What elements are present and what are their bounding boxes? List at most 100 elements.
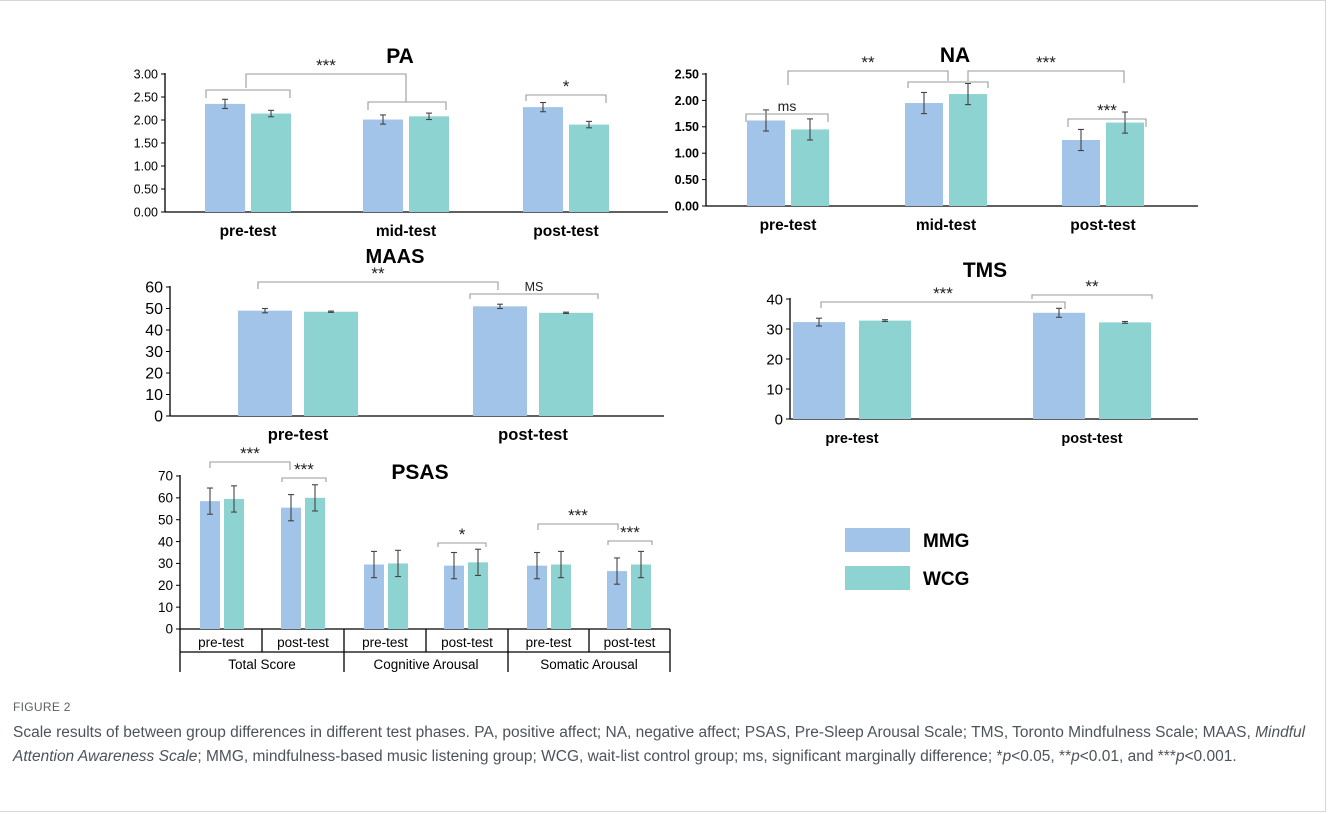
x-category-label: mid-test	[916, 217, 976, 234]
bar-wcg	[468, 562, 488, 629]
figure-caption: Scale results of between group differenc…	[13, 721, 1313, 769]
legend-label: MMG	[923, 531, 969, 552]
significance-bracket	[525, 94, 607, 103]
y-tick-label: 50	[145, 301, 163, 318]
bar-wcg	[949, 94, 987, 206]
significance-label: *	[459, 525, 466, 544]
x-category-label: pre-test	[362, 635, 408, 650]
bar-mmg	[793, 322, 845, 419]
significance-bracket	[205, 89, 291, 98]
significance-bracket	[967, 70, 1125, 83]
bar-mmg	[905, 103, 943, 206]
caption-sig: *	[996, 748, 1003, 765]
y-tick-label: 1.50	[675, 120, 699, 134]
x-category-label: post-test	[498, 426, 568, 444]
bar-wcg	[569, 124, 609, 212]
significance-bracket	[209, 461, 291, 470]
x-category-label: post-test	[441, 635, 493, 650]
x-category-label: pre-test	[760, 217, 817, 234]
bar-wcg	[304, 311, 358, 416]
y-tick-label: 60	[145, 280, 163, 297]
significance-label: ***	[294, 460, 314, 479]
bar-wcg	[1099, 322, 1151, 419]
significance-bracket	[245, 73, 407, 102]
y-tick-label: 60	[158, 491, 173, 506]
significance-bracket	[1067, 118, 1147, 127]
significance-label: ***	[1036, 53, 1056, 72]
bar-mmg	[444, 565, 464, 629]
y-tick-label: 40	[158, 534, 173, 549]
y-tick-label: 0.50	[675, 173, 699, 187]
chart-maas: MAAS 0 10 20 30 40 50 60 pre-test post-test ** MS	[145, 246, 664, 444]
bar-wcg	[1106, 122, 1144, 206]
caption-text-1: Scale results of between group differenc…	[13, 724, 1256, 741]
significance-bracket	[820, 301, 1066, 309]
y-tick-label: 2.00	[134, 113, 158, 127]
caption-sig: <0.001.	[1184, 748, 1237, 765]
y-tick-label: 40	[766, 291, 783, 308]
significance-label: **	[861, 53, 875, 72]
x-category-label: mid-test	[376, 223, 436, 240]
significance-label: ***	[933, 284, 953, 303]
x-group-label: Somatic Arousal	[540, 657, 638, 672]
y-tick-label: 0.00	[134, 205, 158, 219]
chart-title: TMS	[963, 259, 1007, 282]
y-tick-label: 50	[158, 512, 173, 527]
y-tick-label: 1.50	[134, 136, 158, 150]
y-tick-label: 0	[775, 411, 783, 428]
y-tick-label: 2.50	[675, 67, 699, 81]
bar-wcg	[224, 498, 244, 629]
bar-mmg	[200, 501, 220, 629]
significance-label: **	[371, 264, 385, 283]
bar-mmg	[523, 107, 563, 212]
significance-bracket	[437, 542, 487, 547]
x-category-label: post-test	[1061, 431, 1122, 447]
significance-bracket	[787, 70, 949, 85]
significance-bracket	[907, 81, 989, 88]
bar-mmg	[281, 507, 301, 629]
bar-mmg	[747, 120, 785, 206]
y-tick-label: 40	[145, 323, 163, 340]
chart-na: NA 0.00 0.50 1.00 1.50 2.00 2.50 pre-test mid-te…	[675, 44, 1198, 234]
x-category-label: pre-test	[526, 635, 572, 650]
y-tick-label: 0.50	[134, 182, 158, 196]
bar-wcg	[251, 113, 291, 212]
bar-mmg	[238, 310, 292, 416]
x-category-label: post-test	[604, 635, 656, 650]
bar-wcg	[859, 320, 911, 419]
significance-label: ***	[316, 56, 336, 75]
y-tick-label: 30	[145, 344, 163, 361]
bar-wcg	[791, 129, 829, 206]
legend-label: WCG	[923, 569, 969, 590]
x-category-label: post-test	[1070, 217, 1135, 234]
y-tick-label: 20	[145, 366, 163, 383]
x-category-label: post-test	[533, 223, 598, 240]
bar-mmg	[527, 565, 547, 629]
chart-pa: PA 0.00 0.50 1.00 1.50 2.00 2.50 3.00 pre-test mi…	[134, 45, 668, 240]
legend-swatch-wcg	[845, 566, 910, 590]
figure-2-charts: PA 0.00 0.50 1.00 1.50 2.00 2.50 3.00 pre-test mi…	[134, 44, 1198, 672]
bar-wcg	[388, 563, 408, 629]
y-tick-label: 20	[158, 578, 173, 593]
significance-bracket	[607, 540, 653, 545]
caption-p: p	[1175, 748, 1185, 765]
significance-bracket	[469, 293, 599, 299]
bar-mmg	[473, 306, 527, 416]
x-group-label: Cognitive Arousal	[373, 657, 478, 672]
significance-label: *	[563, 77, 570, 96]
y-tick-label: 70	[158, 469, 173, 484]
significance-label: ***	[1097, 101, 1117, 120]
significance-bracket	[367, 101, 447, 110]
y-tick-label: 3.00	[134, 67, 158, 81]
y-tick-label: 30	[158, 556, 173, 571]
y-tick-label: 1.00	[675, 147, 699, 161]
caption-p: p	[1071, 748, 1080, 765]
significance-label: MS	[525, 280, 544, 294]
bar-wcg	[631, 564, 651, 629]
caption-p: p	[1002, 748, 1012, 765]
significance-bracket	[1031, 294, 1153, 299]
y-tick-label: 20	[766, 351, 783, 368]
y-tick-label: 10	[158, 600, 173, 615]
